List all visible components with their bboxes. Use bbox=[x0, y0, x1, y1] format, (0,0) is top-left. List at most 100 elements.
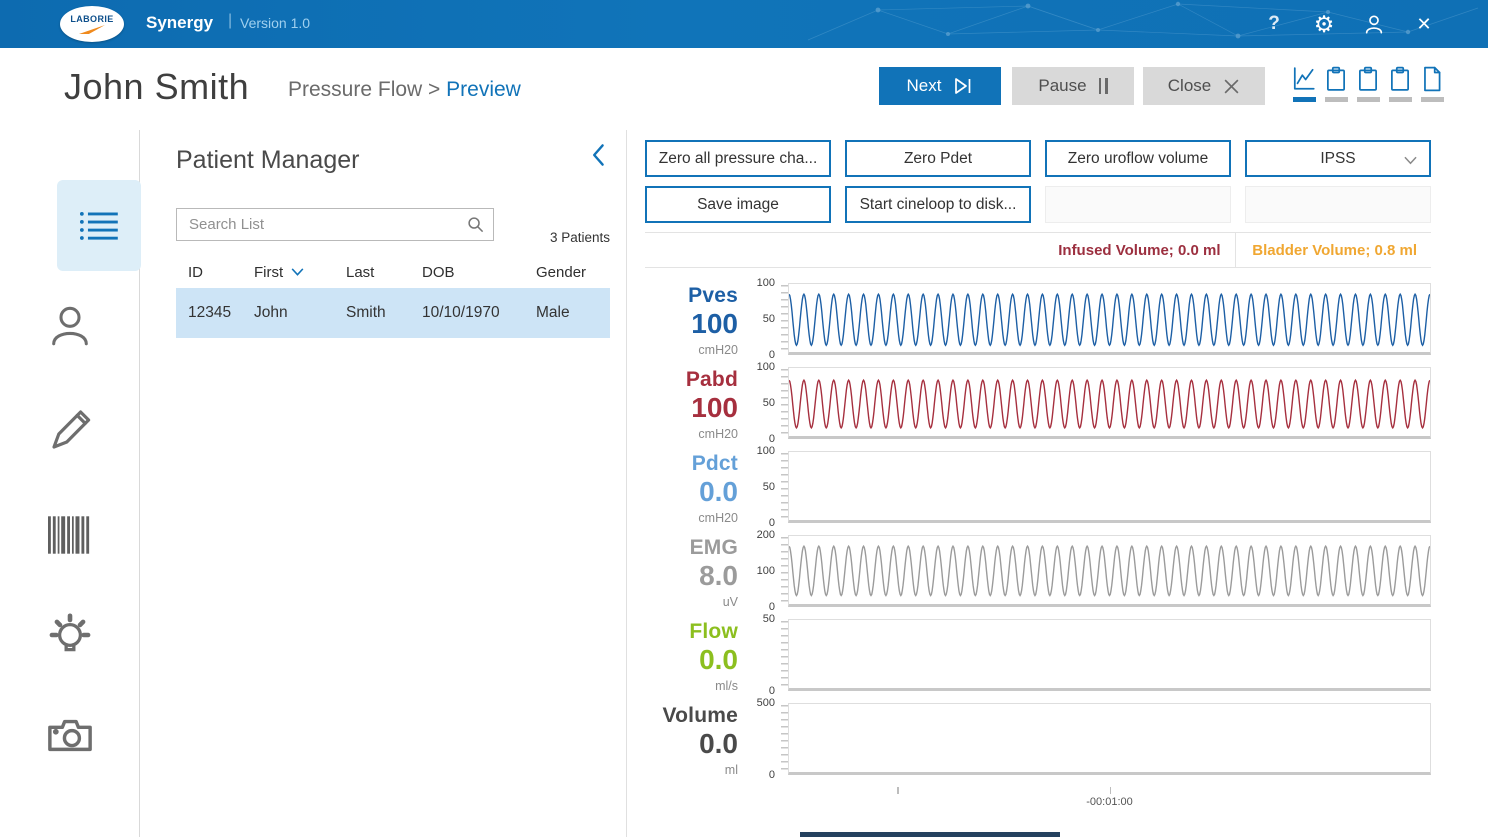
settings-gear-icon[interactable]: ⚙ bbox=[1313, 10, 1335, 37]
breadcrumb: Pressure Flow > Preview bbox=[288, 78, 521, 102]
chevron-down-icon bbox=[1404, 156, 1417, 165]
clipboard-report-icon-2[interactable] bbox=[1355, 64, 1381, 102]
sidebar-item-snapshot[interactable] bbox=[0, 706, 140, 764]
ipss-dropdown-label: IPSS bbox=[1320, 149, 1356, 167]
axis-tick-strip bbox=[781, 621, 788, 689]
channel-plot bbox=[788, 367, 1431, 439]
axis-tick-strip bbox=[781, 705, 788, 773]
axis-tick-label: 100 bbox=[756, 445, 775, 457]
axis-tick-label: 100 bbox=[756, 361, 775, 373]
pause-button[interactable]: Pause bbox=[1012, 67, 1134, 105]
app-name: Synergy bbox=[146, 13, 214, 32]
breadcrumb-path: Pressure Flow > bbox=[288, 78, 441, 101]
document-report-icon[interactable] bbox=[1419, 64, 1445, 102]
help-icon[interactable]: ? bbox=[1268, 13, 1280, 34]
channel-value: 0.0 bbox=[699, 644, 738, 675]
axis-tick-strip bbox=[781, 285, 788, 353]
version-separator: | bbox=[228, 12, 233, 29]
axis-tick-strip bbox=[781, 369, 788, 437]
search-box bbox=[176, 208, 494, 241]
waveform-svg bbox=[789, 368, 1430, 436]
clipboard-report-icon-1[interactable] bbox=[1323, 64, 1349, 102]
column-header-gender[interactable]: Gender bbox=[536, 263, 587, 281]
axis-tick-label: 0 bbox=[768, 769, 775, 781]
column-header-first[interactable]: First bbox=[242, 264, 334, 281]
channel-name: EMG bbox=[689, 536, 738, 559]
waveform-svg bbox=[789, 620, 1430, 688]
plexus-decoration bbox=[807, 1, 1479, 41]
sidebar-item-patient-list[interactable] bbox=[57, 180, 141, 271]
user-account-icon[interactable] bbox=[1362, 12, 1386, 36]
infused-volume-status: Infused Volume; 0.0 ml bbox=[1058, 241, 1221, 259]
channel-unit: cmH20 bbox=[698, 511, 738, 525]
start-cineloop-button[interactable]: Start cineloop to disk... bbox=[845, 186, 1031, 223]
channel-value: 0.0 bbox=[699, 476, 738, 507]
empty-control-slot-2 bbox=[1245, 186, 1431, 223]
channel-label: Pves 100 cmH20 bbox=[645, 283, 742, 356]
clipboard-report-icon-3[interactable] bbox=[1387, 64, 1413, 102]
axis-tick-label: 50 bbox=[762, 313, 775, 325]
channel-plot bbox=[788, 535, 1431, 607]
time-axis-label: -00:01:00 bbox=[1086, 796, 1133, 808]
step-forward-icon bbox=[955, 78, 971, 94]
channel-name: Volume bbox=[662, 704, 738, 727]
ipss-dropdown[interactable]: IPSS bbox=[1245, 140, 1431, 177]
sidebar bbox=[0, 130, 141, 837]
patient-count: 3 Patients bbox=[549, 230, 610, 245]
channel-name: Pabd bbox=[685, 368, 738, 391]
breadcrumb-current[interactable]: Preview bbox=[446, 78, 521, 101]
channel-axis: 500 0 bbox=[742, 697, 788, 781]
sidebar-item-barcode[interactable] bbox=[0, 506, 140, 564]
axis-tick-label: 100 bbox=[756, 565, 775, 577]
volume-status-bar: Infused Volume; 0.0 ml Bladder Volume; 0… bbox=[645, 232, 1431, 268]
patient-table-body: 12345 John Smith 10/10/1970 Male bbox=[176, 288, 610, 338]
channel-unit: cmH20 bbox=[698, 427, 738, 441]
channel-axis: 100 50 0 bbox=[742, 361, 788, 445]
close-button[interactable]: Close bbox=[1143, 67, 1265, 105]
waveform-svg bbox=[789, 452, 1430, 520]
sidebar-item-patient-info[interactable] bbox=[0, 296, 140, 354]
axis-tick-label: 0 bbox=[768, 601, 775, 613]
window-close-icon[interactable]: ✕ bbox=[1416, 13, 1432, 34]
patient-name-title: John Smith bbox=[64, 66, 250, 107]
lightbulb-icon bbox=[49, 613, 91, 652]
axis-tick-label: 50 bbox=[762, 397, 775, 409]
channel-value: 100 bbox=[691, 308, 738, 339]
camera-icon bbox=[48, 719, 92, 752]
save-image-button[interactable]: Save image bbox=[645, 186, 831, 223]
channel-name: Pdct bbox=[691, 452, 738, 475]
logo-swoosh bbox=[79, 25, 105, 34]
axis-tick-label: 500 bbox=[756, 697, 775, 709]
patient-person-icon bbox=[52, 306, 88, 346]
channel-plot bbox=[788, 283, 1431, 355]
column-header-last[interactable]: Last bbox=[346, 263, 375, 281]
sidebar-item-edit[interactable] bbox=[0, 401, 140, 459]
channel-unit: ml bbox=[724, 763, 738, 777]
channel-value: 0.0 bbox=[699, 728, 738, 759]
patient-table-header: ID First Last DOB Gender bbox=[176, 256, 610, 288]
zero-pdet-button[interactable]: Zero Pdet bbox=[845, 140, 1031, 177]
search-input[interactable] bbox=[176, 208, 494, 241]
charts: Pves 100 cmH20 100 50 0 Pabd 100 cmH20 100… bbox=[645, 277, 1431, 781]
channel-label: Volume 0.0 ml bbox=[645, 703, 742, 777]
axis-tick-label: 200 bbox=[756, 529, 775, 541]
trace-view-icon[interactable] bbox=[1291, 64, 1317, 102]
zero-uroflow-button[interactable]: Zero uroflow volume bbox=[1045, 140, 1231, 177]
collapse-panel-icon[interactable] bbox=[588, 143, 610, 167]
zero-all-pressure-button[interactable]: Zero all pressure cha... bbox=[645, 140, 831, 177]
barcode-icon bbox=[48, 516, 90, 554]
axis-tick-label: 0 bbox=[768, 685, 775, 697]
next-button[interactable]: Next bbox=[879, 67, 1001, 105]
close-label: Close bbox=[1167, 76, 1212, 95]
channel-axis: 200 100 0 bbox=[742, 529, 788, 613]
axis-tick-label: 50 bbox=[762, 613, 775, 625]
column-header-id[interactable]: ID bbox=[188, 263, 203, 281]
pause-label: Pause bbox=[1038, 76, 1087, 95]
acquisition-panel: Zero all pressure cha... Zero Pdet Zero … bbox=[627, 130, 1488, 837]
channel-name: Pves bbox=[688, 284, 738, 307]
sidebar-item-tips[interactable] bbox=[0, 606, 140, 664]
patient-row[interactable]: 12345 John Smith 10/10/1970 Male bbox=[176, 288, 610, 338]
column-header-dob[interactable]: DOB bbox=[422, 263, 455, 281]
channel-unit: uV bbox=[722, 595, 738, 609]
bladder-volume-status: Bladder Volume; 0.8 ml bbox=[1234, 233, 1432, 267]
